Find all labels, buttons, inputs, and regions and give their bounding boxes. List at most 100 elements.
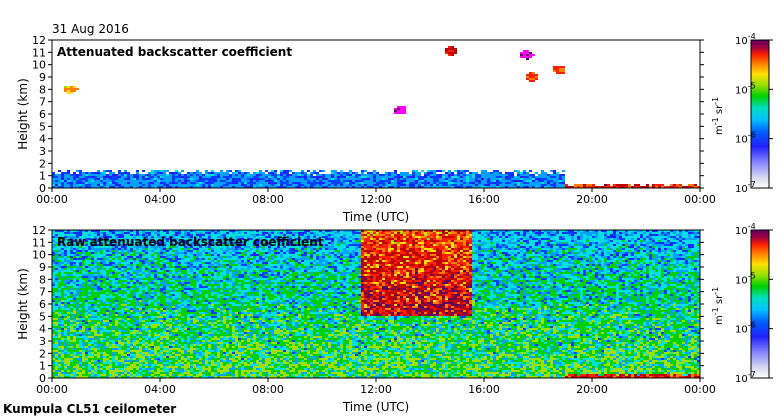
heatmap-cell	[145, 264, 148, 266]
heatmap-cell	[109, 312, 112, 314]
heatmap-cell	[463, 180, 466, 182]
heatmap-cell	[172, 268, 175, 270]
heatmap-cell	[91, 250, 94, 252]
heatmap-cell	[88, 322, 91, 324]
heatmap-cell	[88, 320, 91, 322]
heatmap-cell	[124, 268, 127, 270]
heatmap-cell	[85, 352, 88, 354]
heatmap-cell	[151, 238, 154, 240]
heatmap-cell	[145, 300, 148, 302]
heatmap-cell	[175, 290, 178, 292]
heatmap-cell	[157, 352, 160, 354]
heatmap-cell	[175, 360, 178, 362]
heatmap-cell	[349, 176, 352, 178]
heatmap-cell	[109, 172, 112, 174]
heatmap-cell	[157, 314, 160, 316]
heatmap-cell	[151, 246, 154, 248]
heatmap-cell	[103, 372, 106, 374]
heatmap-cell	[70, 316, 73, 318]
heatmap-cell	[97, 362, 100, 364]
heatmap-cell	[73, 334, 76, 336]
heatmap-cell	[124, 300, 127, 302]
heatmap-cell	[148, 362, 151, 364]
heatmap-cell	[91, 176, 94, 178]
heatmap-cell	[172, 256, 175, 258]
heatmap-cell	[475, 180, 478, 182]
heatmap-cell	[139, 334, 142, 336]
heatmap-cell	[127, 290, 130, 292]
heatmap-cell	[163, 278, 166, 280]
heatmap-cell	[142, 316, 145, 318]
heatmap-cell	[172, 358, 175, 360]
heatmap-cell	[154, 336, 157, 338]
heatmap-cell	[106, 270, 109, 272]
heatmap-cell	[52, 372, 55, 374]
heatmap-cell	[502, 182, 505, 184]
heatmap-cell	[52, 324, 55, 326]
heatmap-cell	[166, 238, 169, 240]
heatmap-cell	[109, 350, 112, 352]
heatmap-cell	[169, 360, 172, 362]
heatmap-cell	[154, 182, 157, 184]
heatmap-cell	[148, 366, 151, 368]
heatmap-cell	[388, 182, 391, 184]
heatmap-cell	[142, 336, 145, 338]
heatmap-cell	[160, 350, 163, 352]
heatmap-cell	[139, 244, 142, 246]
heatmap-cell	[133, 266, 136, 268]
heatmap-cell	[73, 344, 76, 346]
heatmap-cell	[91, 354, 94, 356]
heatmap-cell	[103, 338, 106, 340]
heatmap-cell	[178, 298, 181, 300]
heatmap-cell	[181, 234, 184, 236]
heatmap-cell	[112, 362, 115, 364]
heatmap-cell	[67, 306, 70, 308]
heatmap-cell	[91, 186, 94, 188]
heatmap-cell	[169, 300, 172, 302]
heatmap-cell	[160, 264, 163, 266]
heatmap-cell	[106, 268, 109, 270]
heatmap-cell	[169, 276, 172, 278]
heatmap-cell	[55, 316, 58, 318]
heatmap-cell	[169, 354, 172, 356]
heatmap-cell	[67, 290, 70, 292]
heatmap-cell	[178, 248, 181, 250]
heatmap-cell	[58, 344, 61, 346]
heatmap-cell	[52, 260, 55, 262]
heatmap-cell	[166, 286, 169, 288]
heatmap-cell	[64, 364, 67, 366]
heatmap-cell	[139, 324, 142, 326]
heatmap-cell	[67, 296, 70, 298]
heatmap-cell	[163, 180, 166, 182]
heatmap-cell	[187, 344, 190, 346]
heatmap-cell	[130, 286, 133, 288]
heatmap-cell	[73, 86, 76, 88]
heatmap-cell	[118, 298, 121, 300]
heatmap-cell	[406, 178, 409, 180]
heatmap-cell	[529, 52, 532, 54]
heatmap-cell	[130, 268, 133, 270]
heatmap-cell	[175, 376, 178, 378]
heatmap-cell	[115, 230, 118, 232]
heatmap-cell	[151, 230, 154, 232]
heatmap-cell	[157, 288, 160, 290]
heatmap-cell	[58, 358, 61, 360]
heatmap-cell	[82, 256, 85, 258]
heatmap-cell	[109, 264, 112, 266]
heatmap-cell	[211, 182, 214, 184]
instrument-label: Kumpula CL51 ceilometer	[3, 402, 176, 416]
heatmap-cell	[91, 258, 94, 260]
heatmap-cell	[172, 312, 175, 314]
heatmap-cell	[478, 174, 481, 176]
heatmap-cell	[637, 186, 640, 188]
heatmap-cell	[166, 178, 169, 180]
heatmap-cell	[106, 318, 109, 320]
heatmap-cell	[532, 176, 535, 178]
heatmap-cell	[178, 232, 181, 234]
heatmap-cell	[355, 172, 358, 174]
heatmap-cell	[127, 254, 130, 256]
heatmap-cell	[238, 172, 241, 174]
heatmap-cell	[52, 338, 55, 340]
heatmap-cell	[100, 296, 103, 298]
heatmap-cell	[430, 174, 433, 176]
